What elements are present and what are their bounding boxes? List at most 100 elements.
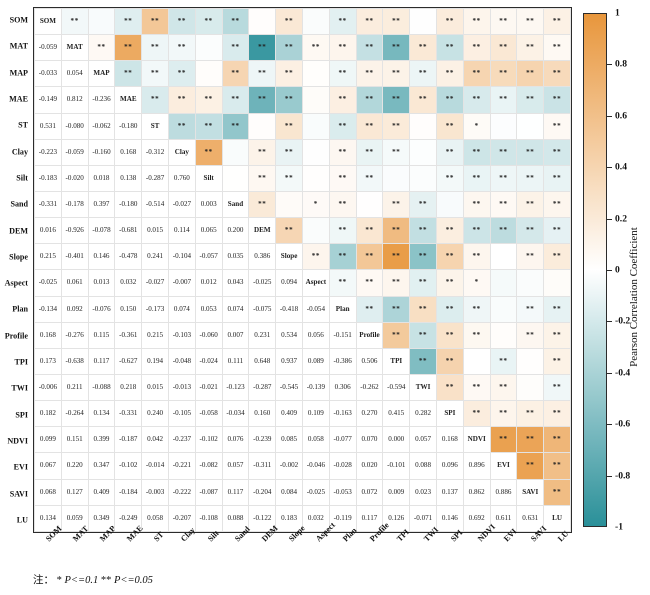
significance-cell: ** xyxy=(516,60,545,88)
correlation-cell: -0.024 xyxy=(194,347,223,375)
correlation-cell: -0.331 xyxy=(114,400,143,428)
significance-cell: ** xyxy=(489,34,518,62)
correlation-cell: -0.102 xyxy=(194,426,223,454)
correlation-cell: 0.020 xyxy=(355,452,384,480)
significance-cell: ** xyxy=(435,269,464,297)
significance-cell: ** xyxy=(489,347,518,375)
significance-cell: ** xyxy=(248,34,277,62)
significance-cell: ** xyxy=(275,112,303,140)
significance-cell xyxy=(489,243,518,271)
significance-cell xyxy=(489,321,518,349)
row-axis-labels: SOM MAT MAP MAE ST Clay Silt Sand DEM Slope Aspect… xyxy=(0,7,31,533)
significance-cell: ** xyxy=(248,60,277,88)
correlation-cell: -0.006 xyxy=(34,373,62,402)
row-label-st: ST xyxy=(18,120,28,130)
significance-cell: ** xyxy=(355,86,384,114)
significance-cell: ** xyxy=(382,7,411,36)
significance-cell xyxy=(516,373,545,402)
colorbar-tick-label: 0.6 xyxy=(615,110,627,122)
diagonal-cell-profile: Profile xyxy=(355,321,384,349)
significance-cell xyxy=(301,138,330,166)
correlation-cell: 0.007 xyxy=(221,321,250,349)
significance-cell: ** xyxy=(301,243,330,271)
correlation-cell: -0.361 xyxy=(114,321,143,349)
correlation-cell: 0.084 xyxy=(275,478,303,506)
correlation-cell: 0.117 xyxy=(221,478,250,506)
significance-cell: ** xyxy=(489,7,518,36)
correlation-cell: 0.076 xyxy=(221,426,250,454)
correlation-cell: -0.054 xyxy=(301,295,330,323)
significance-cell: ** xyxy=(409,60,437,88)
correlation-cell: 0.397 xyxy=(87,190,116,219)
colorbar-tick xyxy=(607,424,612,426)
significance-cell: ** xyxy=(435,7,464,36)
row-label-aspect: Aspect xyxy=(4,278,28,288)
significance-cell: ** xyxy=(435,217,464,245)
colorbar: 1 0.8 0.6 0.4 0.2 0 -0.2 -0.4 -0.6 -0.8 -1 xyxy=(583,8,630,533)
significance-cell xyxy=(301,217,330,245)
correlation-cell: -0.180 xyxy=(114,112,143,140)
diagonal-cell-ndvi: NDVI xyxy=(462,426,491,454)
correlation-cell: -0.020 xyxy=(60,164,89,192)
correlation-cell: 0.000 xyxy=(382,426,411,454)
correlation-cell: -0.002 xyxy=(275,452,303,480)
significance-cell: ** xyxy=(489,426,518,454)
correlation-cell: -0.134 xyxy=(34,295,62,323)
colorbar-tick-label: -0.6 xyxy=(615,418,631,430)
correlation-cell: 0.089 xyxy=(301,347,330,375)
diagonal-cell-clay: Clay xyxy=(167,138,196,166)
correlation-cell: -0.104 xyxy=(167,243,196,271)
correlation-cell: -0.101 xyxy=(382,452,411,480)
correlation-cell: -0.681 xyxy=(114,217,143,245)
correlation-cell: 0.168 xyxy=(34,321,62,349)
significance-cell: ** xyxy=(543,478,571,506)
significance-cell: ** xyxy=(516,243,545,271)
significance-cell xyxy=(516,269,545,297)
significance-cell: ** xyxy=(275,7,303,36)
correlation-cell: 0.611 xyxy=(489,504,518,533)
colorbar-tick xyxy=(607,372,612,374)
significance-cell xyxy=(194,34,223,62)
correlation-cell: 0.506 xyxy=(355,347,384,375)
significance-cell: ** xyxy=(248,190,277,219)
significance-cell xyxy=(87,7,116,36)
correlation-cell: 0.065 xyxy=(194,217,223,245)
correlation-cell: 0.074 xyxy=(167,295,196,323)
significance-cell: ** xyxy=(516,190,545,219)
colorbar-tick xyxy=(607,64,612,66)
diagonal-cell-slope: Slope xyxy=(275,243,303,271)
correlation-cell: 0.240 xyxy=(141,400,169,428)
note-p-double: P<=0.05 xyxy=(113,575,153,586)
significance-cell: ** xyxy=(328,269,357,297)
correlation-cell: -0.183 xyxy=(34,164,62,192)
significance-cell: ** xyxy=(409,321,437,349)
correlation-cell: 0.042 xyxy=(141,426,169,454)
significance-cell: ** xyxy=(382,86,411,114)
significance-cell: ** xyxy=(221,60,250,88)
significance-cell: ** xyxy=(435,138,464,166)
correlation-cell: -0.187 xyxy=(114,426,143,454)
significance-cell xyxy=(301,164,330,192)
correlation-cell: -0.514 xyxy=(141,190,169,219)
correlation-cell: 0.241 xyxy=(141,243,169,271)
correlation-cell: 0.114 xyxy=(167,217,196,245)
significance-cell xyxy=(489,295,518,323)
significance-cell: ** xyxy=(382,34,411,62)
significance-cell: ** xyxy=(462,138,491,166)
correlation-cell: 0.409 xyxy=(87,478,116,506)
significance-cell: ** xyxy=(462,190,491,219)
correlation-cell: -0.594 xyxy=(382,373,411,402)
significance-cell xyxy=(248,7,277,36)
correlation-cell: 0.012 xyxy=(194,269,223,297)
correlation-cell: -0.059 xyxy=(34,34,62,62)
note-star-double: ** xyxy=(100,575,112,586)
significance-cell: ** xyxy=(462,217,491,245)
significance-cell: ** xyxy=(409,190,437,219)
correlation-cell: -0.014 xyxy=(141,452,169,480)
diagonal-cell-twi: TWI xyxy=(409,373,437,402)
significance-cell: ** xyxy=(248,164,277,192)
correlation-cell: 0.016 xyxy=(34,217,62,245)
correlation-cell: -0.926 xyxy=(60,217,89,245)
correlation-cell: 0.150 xyxy=(114,295,143,323)
colorbar-tick-label: 0.8 xyxy=(615,58,627,70)
